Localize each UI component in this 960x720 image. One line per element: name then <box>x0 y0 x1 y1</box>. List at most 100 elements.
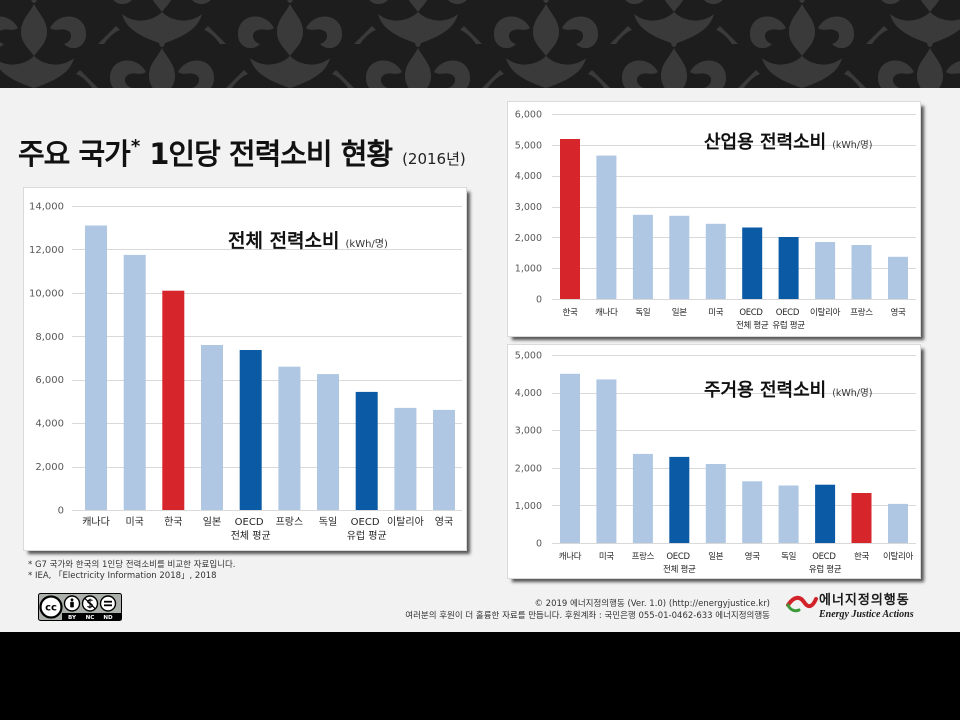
bar-9 <box>394 407 417 510</box>
nd-icon <box>99 595 117 612</box>
chart-unit: (kWh/명) <box>346 238 388 250</box>
category-label: OECD 전체 평균 <box>231 517 271 542</box>
bar-1 <box>85 225 107 510</box>
banner-fill <box>0 0 960 88</box>
category-label: 이탈리아 <box>387 515 424 528</box>
category-label: 한국 <box>164 516 182 528</box>
cc-icon: cc <box>39 595 63 619</box>
cc-license-badge: cc BY NC ND <box>38 593 122 621</box>
chart-heading: 주거용 전력소비 (kWh/명) <box>704 380 872 401</box>
y-tick-label: 2,000 <box>515 233 542 244</box>
category-label: 영국 <box>435 516 453 528</box>
page-title: 주요 국가* 1인당 전력소비 현황 (2016년) <box>18 134 466 179</box>
by-icon <box>63 595 81 612</box>
bar-9 <box>851 245 872 299</box>
logo-name-en: Energy Justice Actions <box>818 609 914 620</box>
cc-label: cc <box>45 603 57 614</box>
category-label: 독일 <box>319 516 337 528</box>
category-label: 미국 <box>708 308 724 318</box>
footnote: * G7 국가와 한국의 1인당 전력소비를 비교한 자료입니다. <box>28 560 236 570</box>
bar-8 <box>355 391 378 510</box>
category-label: 이탈리아 <box>883 551 914 562</box>
category-label: 영국 <box>745 551 761 562</box>
y-axis: 0 2,000 4,000 6,000 8,000 10,000 12,000 14,000 <box>29 202 64 517</box>
logo-name-ko: 에너지정의행동 <box>819 592 910 608</box>
footnotes: * G7 국가와 한국의 1인당 전력소비를 비교한 자료입니다. * IEA,… <box>28 560 236 582</box>
bar-7 <box>778 485 799 543</box>
category-label: OECD 유럽 평균 <box>347 517 387 542</box>
chart-heading: 산업용 전력소비 (kWh/명) <box>704 132 872 153</box>
y-tick-label: 1,000 <box>515 264 542 275</box>
category-label: 이탈리아 <box>810 307 841 318</box>
chart-total: 0 2,000 4,000 6,000 8,000 10,000 12,000 14,000 캐… <box>29 202 462 542</box>
category-label: 프랑스 <box>276 516 304 528</box>
energy-justice-logo: 에너지정의행동 Energy Justice Actions <box>786 592 914 620</box>
bar-4 <box>201 345 223 510</box>
bar-10 <box>433 409 455 510</box>
title-main: 주요 국가 <box>18 137 131 171</box>
category-label: 한국 <box>854 552 870 562</box>
bar-5 <box>705 464 726 543</box>
footer-credits: © 2019 에너지정의행동 (Ver. 1.0) (http://energy… <box>405 598 770 622</box>
license-term-by: BY <box>68 615 77 621</box>
chart-heading: 전체 전력소비 (kWh/명) <box>228 230 388 252</box>
chart-title: 주거용 전력소비 <box>704 380 826 401</box>
y-tick-label: 6,000 <box>515 110 542 121</box>
chart-title: 전체 전력소비 <box>228 230 340 252</box>
y-tick-label: 0 <box>536 539 542 550</box>
y-tick-label: 2,000 <box>35 462 64 473</box>
y-tick-label: 2,000 <box>515 463 542 474</box>
bar-1 <box>560 373 580 543</box>
y-tick-label: 0 <box>536 295 542 306</box>
chart-title: 산업용 전력소비 <box>704 132 826 153</box>
category-label: 미국 <box>599 552 615 562</box>
bar-3 <box>632 453 653 543</box>
bars <box>560 373 908 543</box>
category-label: 프랑스 <box>850 307 873 318</box>
copyright-text: © 2019 에너지정의행동 (Ver. 1.0) (http://energy… <box>534 599 770 609</box>
y-tick-label: 10,000 <box>29 288 64 299</box>
chart-unit: (kWh/명) <box>832 140 872 151</box>
category-label: 미국 <box>125 516 143 528</box>
bar-7 <box>778 237 799 299</box>
category-label: 독일 <box>635 308 650 318</box>
bar-4 <box>669 456 690 543</box>
category-label: 프랑스 <box>632 551 655 562</box>
bar-10 <box>888 256 908 299</box>
y-tick-label: 4,000 <box>515 171 542 182</box>
chart-panel-total: 0 2,000 4,000 6,000 8,000 10,000 12,000 14,000 캐… <box>24 188 466 550</box>
bar-2 <box>123 254 146 510</box>
bars <box>560 139 908 300</box>
title-year: (2016년) <box>402 150 466 168</box>
category-label: 일본 <box>203 516 221 528</box>
bars <box>85 225 455 510</box>
bar-1 <box>560 139 580 299</box>
y-tick-label: 8,000 <box>35 332 64 343</box>
swoosh-icon <box>786 595 818 613</box>
bar-10 <box>888 503 908 543</box>
bar-6 <box>742 227 763 299</box>
y-tick-label: 4,000 <box>515 388 542 399</box>
category-label: 영국 <box>890 307 906 318</box>
nc-icon <box>81 595 99 612</box>
y-tick-label: 5,000 <box>515 351 542 362</box>
bar-6 <box>278 366 301 510</box>
y-tick-label: 3,000 <box>515 202 542 213</box>
bar-2 <box>596 155 617 299</box>
category-label: OECD 전체 평균 <box>736 308 769 331</box>
damask-banner <box>0 0 960 88</box>
category-label: 캐나다 <box>559 552 582 562</box>
bar-5 <box>239 350 262 510</box>
category-label: OECD 전체 평균 <box>663 552 696 575</box>
y-tick-label: 3,000 <box>515 426 542 437</box>
bar-4 <box>669 215 690 300</box>
bar-8 <box>815 484 836 543</box>
category-label: 캐나다 <box>595 308 618 318</box>
chart-panel-residential: 0 1,000 2,000 3,000 4,000 5,000 캐나다 미국 프랑스 OECD 전… <box>508 345 920 578</box>
category-label: OECD 유럽 평균 <box>809 552 842 575</box>
bar-5 <box>705 223 726 299</box>
y-tick-label: 12,000 <box>29 245 64 256</box>
license-term-nc: NC <box>86 615 95 621</box>
